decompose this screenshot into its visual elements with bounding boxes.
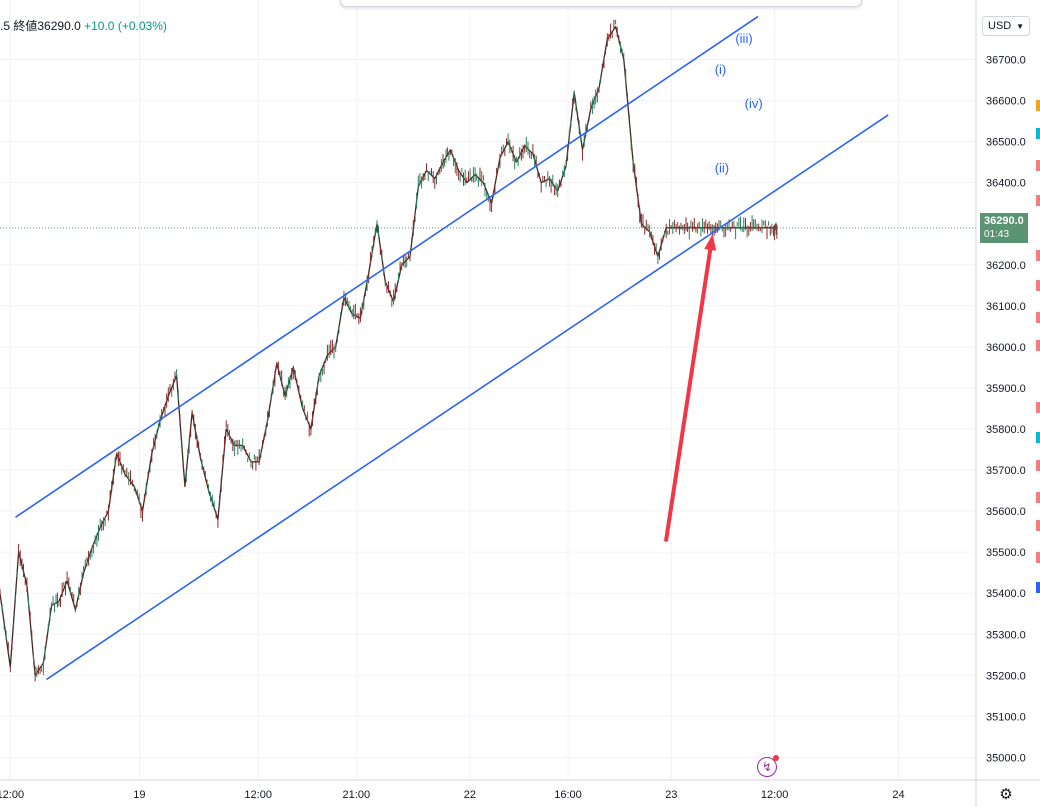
price-line	[0, 26, 778, 676]
x-tick-label: 21:00	[343, 789, 371, 801]
y-tick-label: 36600.0	[986, 96, 1026, 108]
y-tick-label: 36000.0	[986, 342, 1026, 354]
y-tick-label: 36200.0	[986, 260, 1026, 272]
x-tick-label: 12:00	[761, 789, 789, 801]
y-tick-label: 35500.0	[986, 547, 1026, 559]
channel-line-upper[interactable]	[15, 15, 759, 518]
y-tick-label: 36400.0	[986, 178, 1026, 190]
y-tick-label: 35200.0	[986, 670, 1026, 682]
scale-alert-marker[interactable]	[1036, 250, 1040, 261]
arrow-shaft[interactable]	[664, 247, 713, 542]
flash-icon[interactable]: ↯	[757, 755, 779, 777]
arrow-head[interactable]	[704, 234, 717, 251]
scale-alert-marker[interactable]	[1036, 552, 1040, 563]
x-tick-label: 22	[464, 789, 476, 801]
y-tick-label: 35700.0	[986, 465, 1026, 477]
wave-label: (iii)	[735, 31, 752, 46]
scale-alert-marker[interactable]	[1036, 100, 1040, 111]
wave-label: (i)	[715, 62, 727, 77]
y-tick-label: 36700.0	[986, 55, 1026, 67]
scale-alert-marker[interactable]	[1036, 195, 1040, 206]
y-tick-label: 35400.0	[986, 588, 1026, 600]
scale-alert-marker[interactable]	[1036, 160, 1040, 171]
wave-label: (ii)	[715, 160, 729, 175]
last-price-tag: 36290.0 01:43	[980, 213, 1028, 243]
y-tick-label: 35900.0	[986, 383, 1026, 395]
legend-prefix: .5	[0, 19, 11, 33]
last-price-value: 36290.0	[984, 215, 1024, 227]
y-tick-label: 35800.0	[986, 424, 1026, 436]
legend-change: +10.0	[84, 19, 115, 33]
scale-alert-marker[interactable]	[1036, 340, 1040, 351]
scale-alert-marker[interactable]	[1036, 492, 1040, 503]
top-toolbar-tab[interactable]	[340, 0, 862, 7]
scale-alert-marker[interactable]	[1036, 520, 1040, 531]
currency-select[interactable]: USD ▼	[982, 16, 1030, 36]
channel-line-lower[interactable]	[46, 114, 889, 681]
notification-dot	[773, 755, 779, 761]
scale-alert-marker[interactable]	[1036, 312, 1040, 323]
x-tick-label: 16:00	[554, 789, 582, 801]
x-tick-label: 19	[133, 789, 145, 801]
y-tick-label: 35600.0	[986, 506, 1026, 518]
bar-countdown: 01:43	[984, 229, 1010, 240]
annotation-arrow[interactable]	[664, 234, 717, 542]
scale-alert-marker[interactable]	[1036, 280, 1040, 291]
x-tick-label: 12:00	[244, 789, 272, 801]
legend-close-value: 36290.0	[37, 19, 81, 33]
y-tick-label: 36500.0	[986, 137, 1026, 149]
scale-alert-marker[interactable]	[1036, 460, 1040, 471]
grid	[0, 0, 976, 780]
trend-channel[interactable]	[15, 15, 889, 681]
scale-alert-marker[interactable]	[1036, 402, 1040, 413]
wave-label: (iv)	[745, 96, 763, 111]
gear-icon[interactable]: ⚙	[999, 786, 1013, 803]
y-tick-label: 35300.0	[986, 629, 1026, 641]
y-tick-label: 35000.0	[986, 752, 1026, 764]
chevron-down-icon: ▼	[1016, 21, 1024, 31]
y-tick-label: 36100.0	[986, 301, 1026, 313]
legend-change-pct: (+0.03%)	[117, 19, 167, 33]
legend-close-label: 終値	[13, 19, 38, 33]
currency-label: USD	[988, 20, 1012, 32]
scale-alert-marker[interactable]	[1036, 128, 1040, 139]
scale-alert-marker[interactable]	[1036, 582, 1040, 593]
y-tick-label: 35100.0	[986, 711, 1026, 723]
price-series	[0, 19, 778, 682]
scale-alert-marker[interactable]	[1036, 432, 1040, 443]
x-tick-label: 23	[665, 789, 677, 801]
wave-labels: (iii) (i) (iv) (ii)	[715, 31, 763, 175]
ohlc-legend: .5 終値36290.0 +10.0 (+0.03%)	[0, 17, 167, 34]
x-tick-label: 12:00	[0, 789, 24, 801]
x-tick-label: 24	[892, 789, 904, 801]
